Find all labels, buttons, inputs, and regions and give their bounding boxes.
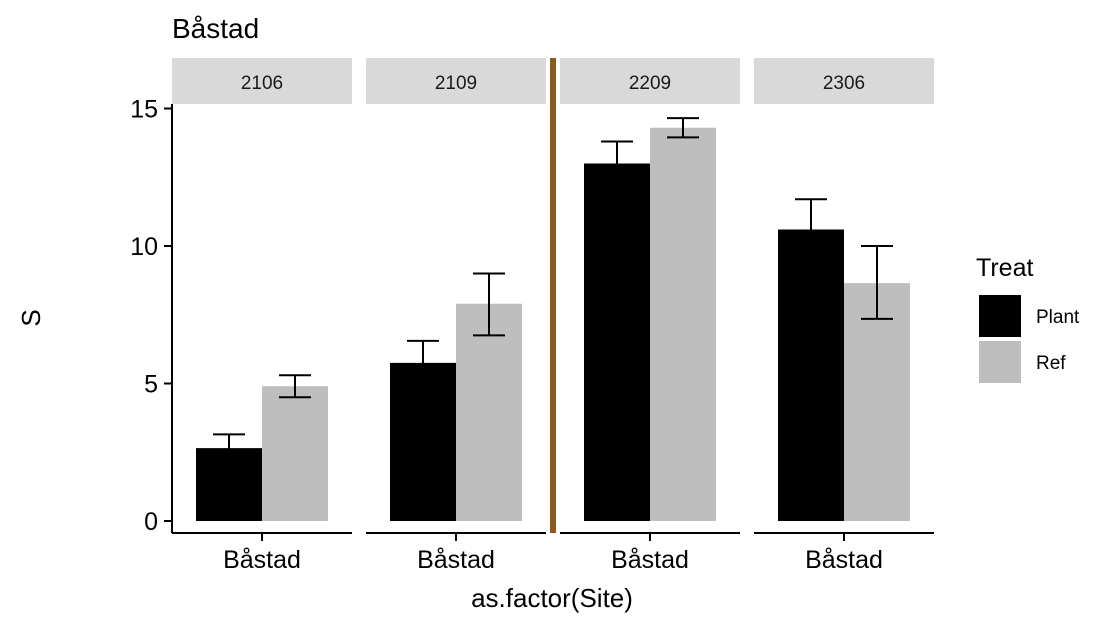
facet-panel: 2109 Båstad xyxy=(366,58,546,574)
facet-strip xyxy=(172,58,352,104)
legend-title: Treat xyxy=(976,254,1033,282)
legend-key-plant xyxy=(977,293,1023,339)
facet-label: 2106 xyxy=(241,73,283,94)
y-tick-label: 15 xyxy=(130,96,158,124)
facet-panel: 2306 Båstad xyxy=(754,58,934,574)
legend-label-plant: Plant xyxy=(1036,307,1080,328)
bar-plant xyxy=(390,362,456,521)
bar-plant xyxy=(778,229,844,521)
y-axis-label: S xyxy=(16,309,46,326)
facet-label: 2306 xyxy=(823,73,865,94)
y-tick-label: 0 xyxy=(144,508,158,536)
facet-panel: 2106 Båstad xyxy=(172,58,352,574)
bar-ref xyxy=(456,303,522,521)
facet-label: 2209 xyxy=(629,73,671,94)
y-tick-label: 5 xyxy=(144,371,158,399)
bar-ref xyxy=(262,386,328,521)
bar-plant xyxy=(584,163,650,521)
facet-panel: 2209 Båstad xyxy=(560,58,740,574)
chart-title: Båstad xyxy=(172,13,259,44)
y-tick-label: 10 xyxy=(130,233,158,261)
x-tick-label: Båstad xyxy=(805,546,883,574)
x-axis-label: as.factor(Site) xyxy=(471,583,633,613)
bar-ref xyxy=(650,127,716,521)
bar-ref xyxy=(844,283,910,521)
facet-strip xyxy=(754,58,934,104)
x-tick-label: Båstad xyxy=(223,546,301,574)
x-tick-label: Båstad xyxy=(611,546,689,574)
legend: Treat Plant Ref xyxy=(976,254,1080,385)
facet-strip xyxy=(366,58,546,104)
facet-label: 2109 xyxy=(435,73,477,94)
facet-strip xyxy=(560,58,740,104)
legend-label-ref: Ref xyxy=(1036,353,1066,374)
facets-layer: 2106 Båstad 2109 Båstad 2209 Båstad 2306 Båstad xyxy=(172,58,934,574)
x-tick-label: Båstad xyxy=(417,546,495,574)
y-axis: 0 5 10 15 xyxy=(130,96,173,536)
legend-key-ref xyxy=(977,339,1023,385)
